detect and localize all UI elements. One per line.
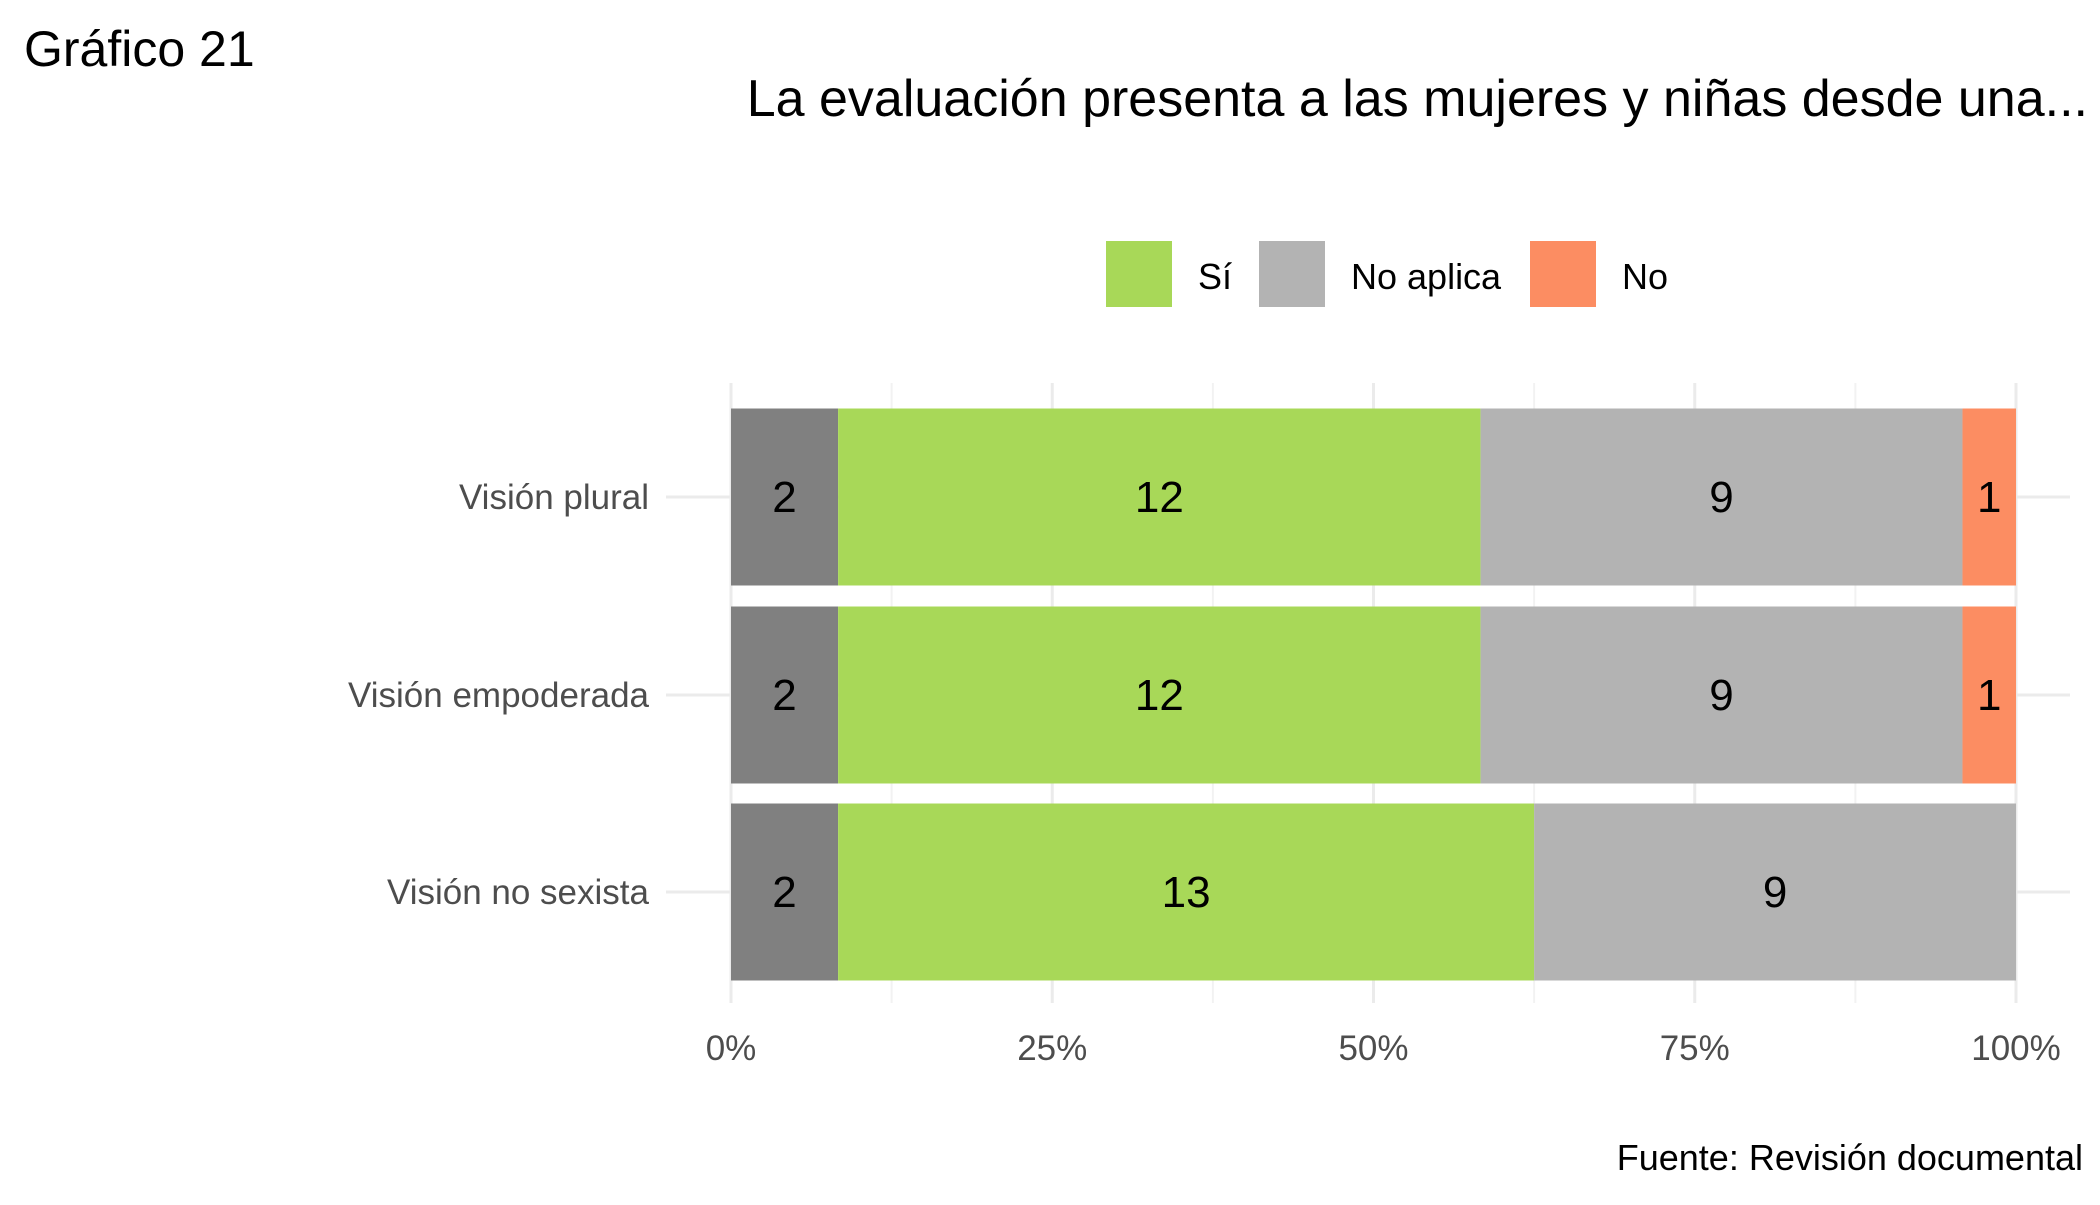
- legend-label: No aplica: [1351, 256, 1502, 297]
- x-tick-label: 25%: [1017, 1029, 1087, 1068]
- bars: [731, 408, 2016, 981]
- x-tick-label: 0%: [706, 1029, 757, 1068]
- data-label: 9: [1709, 671, 1733, 720]
- bar-segment: [1962, 408, 2016, 586]
- legend-label: No: [1622, 256, 1668, 297]
- x-tick-label: 100%: [1971, 1029, 2061, 1068]
- bar-segment: [838, 803, 1535, 981]
- bar-segment: [838, 408, 1481, 586]
- data-label: 1: [1977, 671, 2001, 720]
- bar-segment: [731, 606, 839, 784]
- bar-segment: [1534, 803, 2016, 981]
- bar-segment: [1962, 606, 2016, 784]
- data-label: 9: [1709, 473, 1733, 522]
- data-label: 2: [772, 671, 796, 720]
- source-note: Fuente: Revisión documental: [1617, 1137, 2083, 1178]
- chart-title: La evaluación presenta a las mujeres y n…: [747, 70, 2088, 128]
- bar-segment: [1480, 606, 1963, 784]
- y-tick-label: Visión no sexista: [387, 873, 650, 912]
- data-label: 2: [772, 473, 796, 522]
- legend-swatch: [1530, 241, 1596, 307]
- y-tick-label: Visión empoderada: [348, 676, 649, 715]
- data-labels: 2 12 9 12 12 9 12 13 9: [772, 473, 2001, 917]
- data-label: 12: [1135, 671, 1184, 720]
- figure-label: Gráfico 21: [24, 21, 255, 77]
- data-label: 12: [1135, 473, 1184, 522]
- bar-segment: [1480, 408, 1963, 586]
- legend: Sí No aplica No: [1106, 241, 1668, 307]
- bar-segment: [731, 803, 839, 981]
- data-label: 9: [1763, 868, 1787, 917]
- legend-swatch: [1106, 241, 1172, 307]
- legend-swatch: [1259, 241, 1325, 307]
- data-label: 1: [1977, 473, 2001, 522]
- x-tick-label: 50%: [1338, 1029, 1408, 1068]
- data-label: 2: [772, 868, 796, 917]
- data-label: 13: [1162, 868, 1211, 917]
- bar-segment: [838, 606, 1481, 784]
- legend-label: Sí: [1198, 256, 1232, 297]
- x-tick-label: 75%: [1660, 1029, 1730, 1068]
- y-tick-label: Visión plural: [459, 478, 649, 517]
- bar-segment: [731, 408, 839, 586]
- axes: Visión plural Visión empoderada Visión no …: [348, 478, 2061, 1068]
